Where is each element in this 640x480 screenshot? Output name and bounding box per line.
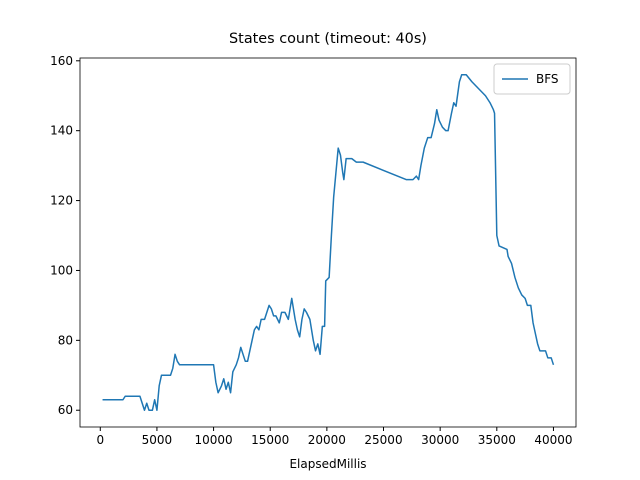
y-tick-label: 160: [50, 54, 73, 68]
x-tick-label: 20000: [308, 433, 346, 447]
axes-frame: [79, 57, 577, 428]
y-tick-label: 60: [58, 403, 73, 417]
x-tick-label: 10000: [194, 433, 232, 447]
y-tick-label: 120: [50, 194, 73, 208]
data-line: [102, 74, 555, 411]
x-tick-label: 40000: [534, 433, 572, 447]
chart-title: States count (timeout: 40s): [229, 31, 427, 47]
legend-box: [493, 63, 571, 95]
y-tick-label: 140: [50, 124, 73, 138]
y-tick-label: 100: [50, 263, 73, 277]
legend-label: BFS: [536, 72, 559, 86]
x-axis-label: ElapsedMillis: [289, 457, 366, 471]
x-tick-label: 30000: [421, 433, 459, 447]
x-tick-label: 25000: [364, 433, 402, 447]
x-tick-label: 15000: [251, 433, 289, 447]
x-tick-label: 35000: [478, 433, 516, 447]
x-tick-label: 5000: [142, 433, 173, 447]
x-tick-label: 0: [96, 433, 104, 447]
y-tick-label: 80: [58, 333, 73, 347]
